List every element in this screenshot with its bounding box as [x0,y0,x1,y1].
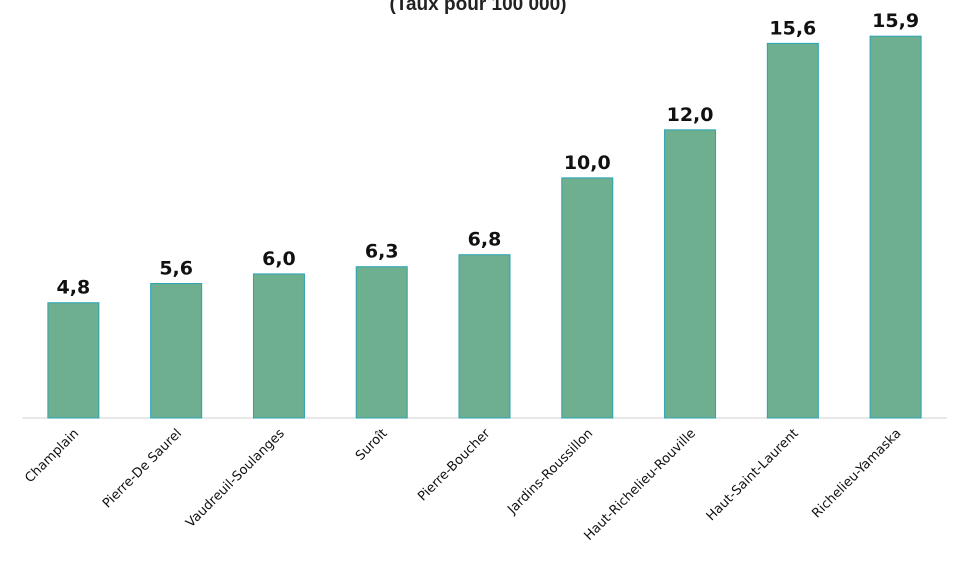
category-label-6: Haut-Richelieu-Rouville [581,426,698,543]
bar-5 [561,177,614,419]
data-label-8: 15,9 [872,10,919,32]
category-label-0: Champlain [22,426,82,486]
category-label-3: Suroît [353,426,391,464]
bar-4 [458,254,511,419]
category-label-8: Richelieu-Yamaska [809,426,904,521]
bar-7 [766,42,819,419]
bar-3 [355,266,408,419]
bar-6 [664,129,717,419]
bar-1 [150,283,203,419]
bar-0 [47,302,100,419]
category-label-4: Pierre-Boucher [415,426,494,505]
data-label-0: 4,8 [57,277,91,299]
bar-2 [252,273,305,419]
data-label-2: 6,0 [262,248,296,270]
category-label-7: Haut-Saint-Laurent [704,426,802,524]
category-label-1: Pierre-De Saurel [100,426,185,511]
category-label-2: Vaudreuil-Soulanges [183,426,288,531]
data-label-7: 15,6 [769,17,816,39]
data-label-5: 10,0 [564,152,611,174]
category-label-5: Jardins-Roussillon [504,426,596,518]
data-label-1: 5,6 [159,258,193,280]
bar-8 [869,35,922,419]
data-label-3: 6,3 [365,241,399,263]
data-label-4: 6,8 [468,229,502,251]
chart-subtitle: (Taux pour 100 000) [389,0,567,15]
data-label-6: 12,0 [667,104,714,126]
